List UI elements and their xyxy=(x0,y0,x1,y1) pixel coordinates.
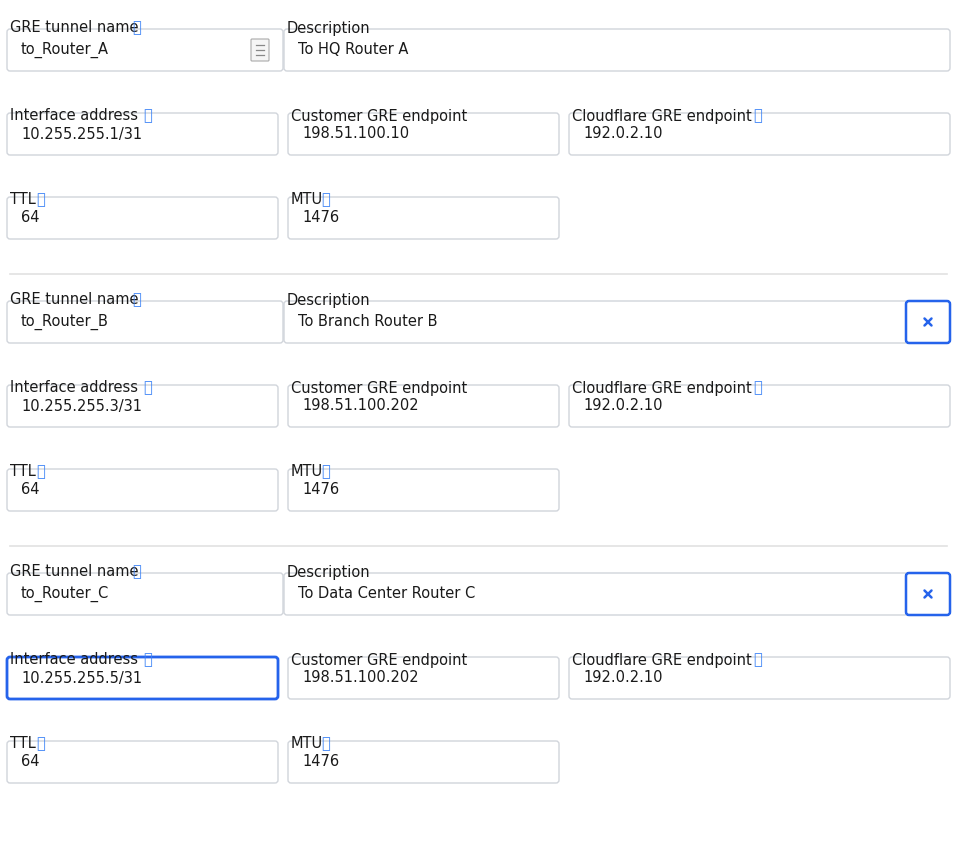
Text: ⓘ: ⓘ xyxy=(36,465,45,479)
Text: GRE tunnel name: GRE tunnel name xyxy=(10,20,139,35)
Text: Description: Description xyxy=(287,20,370,35)
Text: Description: Description xyxy=(287,564,370,579)
Text: ⓘ: ⓘ xyxy=(143,653,152,668)
FancyBboxPatch shape xyxy=(569,113,950,155)
Text: ⓘ: ⓘ xyxy=(36,737,45,752)
FancyBboxPatch shape xyxy=(284,29,950,71)
Text: ⓘ: ⓘ xyxy=(753,109,762,124)
Text: ⓘ: ⓘ xyxy=(321,465,330,479)
FancyBboxPatch shape xyxy=(7,657,278,699)
Text: ⓘ: ⓘ xyxy=(753,653,762,668)
Text: ⓘ: ⓘ xyxy=(36,193,45,207)
FancyBboxPatch shape xyxy=(288,197,559,239)
FancyBboxPatch shape xyxy=(7,741,278,783)
Text: Customer GRE endpoint: Customer GRE endpoint xyxy=(291,653,467,668)
Text: to_Router_A: to_Router_A xyxy=(21,42,109,58)
Text: TTL: TTL xyxy=(10,465,35,479)
Text: ⓘ: ⓘ xyxy=(321,737,330,752)
Text: 198.51.100.202: 198.51.100.202 xyxy=(302,398,418,413)
Text: 64: 64 xyxy=(21,210,39,226)
Text: 10.255.255.3/31: 10.255.255.3/31 xyxy=(21,398,142,413)
FancyBboxPatch shape xyxy=(7,301,283,343)
FancyBboxPatch shape xyxy=(906,301,950,343)
Text: GRE tunnel name: GRE tunnel name xyxy=(10,292,139,307)
Text: Interface address: Interface address xyxy=(10,109,138,124)
Text: Interface address: Interface address xyxy=(10,381,138,396)
FancyBboxPatch shape xyxy=(288,113,559,155)
FancyBboxPatch shape xyxy=(7,385,278,427)
Text: ⓘ: ⓘ xyxy=(132,564,141,579)
FancyBboxPatch shape xyxy=(288,741,559,783)
Text: Customer GRE endpoint: Customer GRE endpoint xyxy=(291,109,467,124)
Text: TTL: TTL xyxy=(10,737,35,752)
Text: 10.255.255.1/31: 10.255.255.1/31 xyxy=(21,126,143,141)
Text: 192.0.2.10: 192.0.2.10 xyxy=(583,670,662,685)
FancyBboxPatch shape xyxy=(7,29,283,71)
FancyBboxPatch shape xyxy=(284,301,908,343)
Text: ⓘ: ⓘ xyxy=(132,292,141,307)
FancyBboxPatch shape xyxy=(906,573,950,615)
Text: ⓘ: ⓘ xyxy=(143,109,152,124)
Text: MTU: MTU xyxy=(291,465,323,479)
Text: 1476: 1476 xyxy=(302,754,339,770)
Text: MTU: MTU xyxy=(291,737,323,752)
Text: TTL: TTL xyxy=(10,193,35,207)
Text: 1476: 1476 xyxy=(302,210,339,226)
Text: 198.51.100.202: 198.51.100.202 xyxy=(302,670,418,685)
FancyBboxPatch shape xyxy=(251,39,269,61)
Text: 64: 64 xyxy=(21,754,39,770)
Text: ⓘ: ⓘ xyxy=(132,20,141,35)
Text: to_Router_C: to_Router_C xyxy=(21,586,109,602)
FancyBboxPatch shape xyxy=(288,385,559,427)
Text: ⓘ: ⓘ xyxy=(321,193,330,207)
FancyBboxPatch shape xyxy=(284,573,908,615)
Text: ⓘ: ⓘ xyxy=(143,381,152,396)
Text: ⓘ: ⓘ xyxy=(753,381,762,396)
Text: 192.0.2.10: 192.0.2.10 xyxy=(583,398,662,413)
Text: 64: 64 xyxy=(21,482,39,498)
Text: MTU: MTU xyxy=(291,193,323,207)
Text: to_Router_B: to_Router_B xyxy=(21,314,109,330)
Text: Cloudflare GRE endpoint: Cloudflare GRE endpoint xyxy=(572,653,752,668)
Text: 10.255.255.5/31: 10.255.255.5/31 xyxy=(21,670,143,685)
FancyBboxPatch shape xyxy=(7,197,278,239)
Text: To HQ Router A: To HQ Router A xyxy=(298,42,409,57)
Text: Interface address: Interface address xyxy=(10,653,138,668)
FancyBboxPatch shape xyxy=(7,113,278,155)
Text: GRE tunnel name: GRE tunnel name xyxy=(10,564,139,579)
Text: Customer GRE endpoint: Customer GRE endpoint xyxy=(291,381,467,396)
FancyBboxPatch shape xyxy=(7,469,278,511)
Text: Description: Description xyxy=(287,292,370,307)
FancyBboxPatch shape xyxy=(7,573,283,615)
Text: 1476: 1476 xyxy=(302,482,339,498)
Text: 192.0.2.10: 192.0.2.10 xyxy=(583,126,662,141)
Text: To Data Center Router C: To Data Center Router C xyxy=(298,587,476,601)
Text: 198.51.100.10: 198.51.100.10 xyxy=(302,126,410,141)
FancyBboxPatch shape xyxy=(288,657,559,699)
Text: To Branch Router B: To Branch Router B xyxy=(298,315,437,329)
FancyBboxPatch shape xyxy=(288,469,559,511)
FancyBboxPatch shape xyxy=(569,385,950,427)
Text: Cloudflare GRE endpoint: Cloudflare GRE endpoint xyxy=(572,381,752,396)
Text: Cloudflare GRE endpoint: Cloudflare GRE endpoint xyxy=(572,109,752,124)
FancyBboxPatch shape xyxy=(569,657,950,699)
